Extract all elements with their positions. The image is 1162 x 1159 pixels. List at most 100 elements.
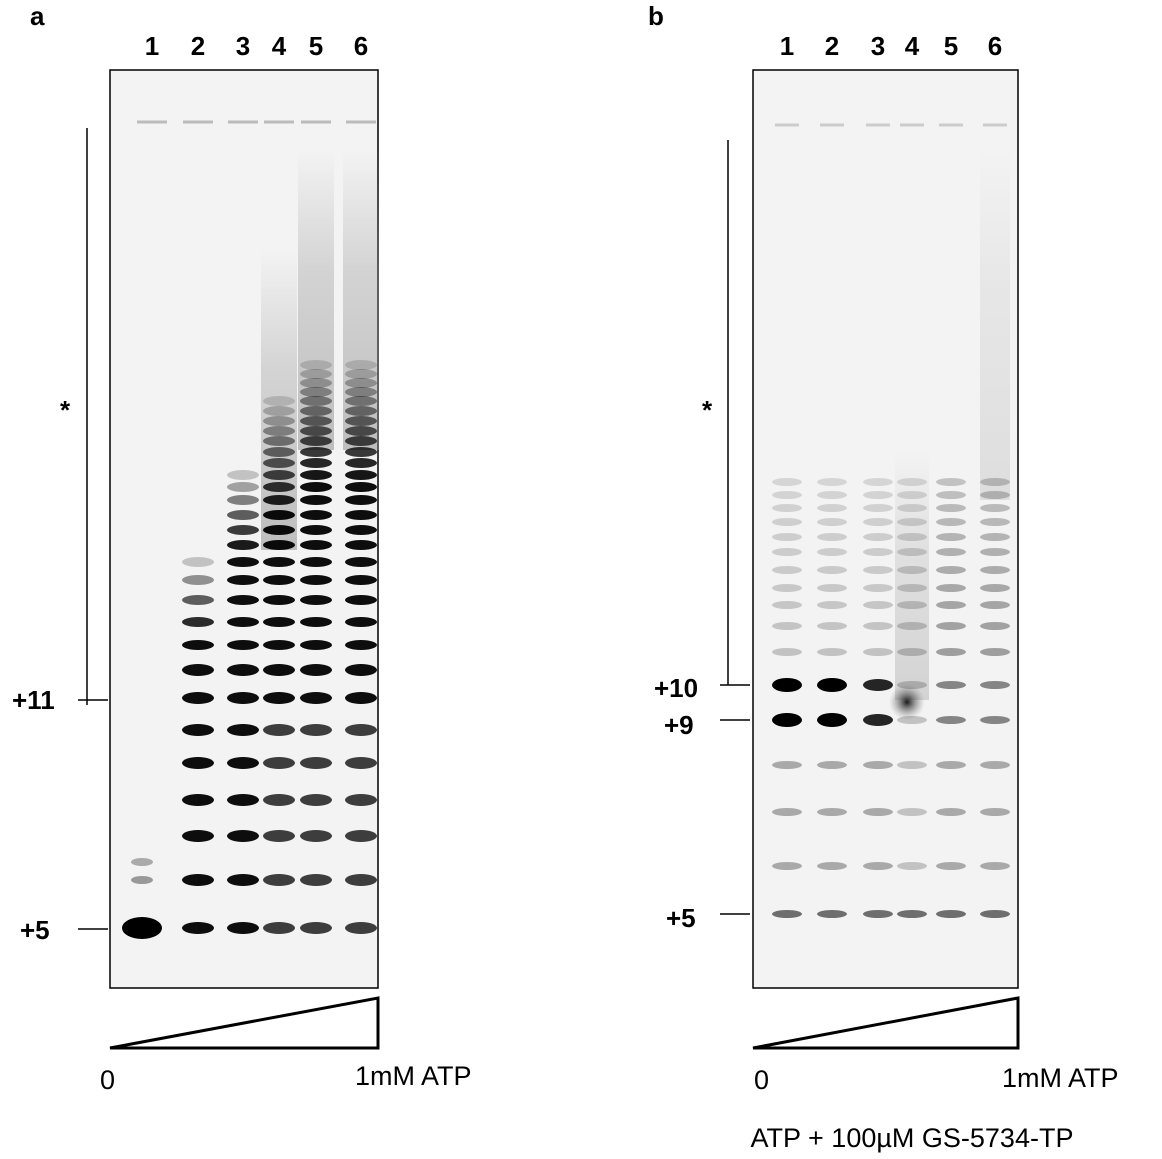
band: [863, 478, 893, 486]
band: [345, 724, 377, 736]
band: [980, 716, 1010, 724]
band: [817, 601, 847, 609]
band: [772, 518, 802, 526]
band: [936, 910, 966, 918]
band: [772, 862, 802, 870]
band: [936, 584, 966, 592]
band: [817, 678, 847, 692]
band: [772, 808, 802, 816]
band: [227, 540, 259, 550]
band: [263, 724, 295, 736]
band: [300, 794, 332, 806]
band: [345, 510, 377, 520]
band: [227, 557, 259, 567]
band: [897, 584, 927, 592]
band: [772, 491, 802, 499]
band: [980, 566, 1010, 574]
band: [227, 922, 259, 934]
band: [227, 470, 259, 480]
band: [936, 548, 966, 556]
band: [897, 566, 927, 574]
band: [227, 664, 259, 676]
lane-number: 1: [780, 31, 794, 61]
band: [300, 510, 332, 520]
band: [863, 601, 893, 609]
band: [263, 874, 295, 886]
band: [980, 504, 1010, 512]
band: [182, 794, 214, 806]
band: [863, 679, 893, 691]
band: [863, 566, 893, 574]
band: [345, 617, 377, 627]
band: [345, 495, 377, 505]
band: [345, 387, 377, 397]
band: [897, 681, 927, 689]
gradient-triangle: [109, 996, 380, 1050]
band: [897, 622, 927, 630]
band: [863, 504, 893, 512]
band: [227, 874, 259, 886]
band: [122, 917, 162, 939]
band: [345, 406, 377, 416]
band: [345, 692, 377, 704]
band: [980, 584, 1010, 592]
band: [345, 378, 377, 388]
band: [772, 910, 802, 918]
band: [772, 584, 802, 592]
band: [300, 426, 332, 436]
band: [263, 406, 295, 416]
band: [863, 584, 893, 592]
band: [863, 910, 893, 918]
band: [300, 540, 332, 550]
band: [345, 482, 377, 492]
band: [300, 360, 332, 370]
band: [263, 525, 295, 535]
band: [936, 491, 966, 499]
band: [897, 862, 927, 870]
band: [182, 664, 214, 676]
marker-label: +5: [20, 915, 50, 945]
lane-number: 4: [272, 31, 287, 61]
band: [227, 575, 259, 585]
band: [863, 491, 893, 499]
band: [936, 601, 966, 609]
band: [263, 495, 295, 505]
band: [772, 566, 802, 574]
band: [227, 830, 259, 842]
lane-number: 1: [145, 31, 159, 61]
band: [263, 436, 295, 446]
band: [182, 557, 214, 567]
band: [772, 504, 802, 512]
band: [936, 716, 966, 724]
band: [897, 808, 927, 816]
band: [772, 601, 802, 609]
band: [227, 757, 259, 769]
band: [227, 640, 259, 650]
band: [263, 794, 295, 806]
band: [889, 684, 925, 720]
band: [227, 525, 259, 535]
band: [345, 369, 377, 379]
gradient-end: 1mM ATP: [355, 1061, 472, 1091]
band: [980, 601, 1010, 609]
band: [817, 761, 847, 769]
band: [817, 548, 847, 556]
band: [980, 533, 1010, 541]
band: [345, 525, 377, 535]
band: [227, 692, 259, 704]
band: [263, 595, 295, 605]
band: [345, 664, 377, 676]
band: [300, 595, 332, 605]
gel-bands: [772, 123, 1010, 918]
band: [980, 681, 1010, 689]
band: [980, 491, 1010, 499]
band: [772, 533, 802, 541]
band: [897, 504, 927, 512]
lane-number: 2: [191, 31, 205, 61]
band: [300, 922, 332, 934]
band: [863, 622, 893, 630]
lane-number: 3: [236, 31, 250, 61]
band: [863, 714, 893, 726]
band: [300, 378, 332, 388]
band: [263, 557, 295, 567]
